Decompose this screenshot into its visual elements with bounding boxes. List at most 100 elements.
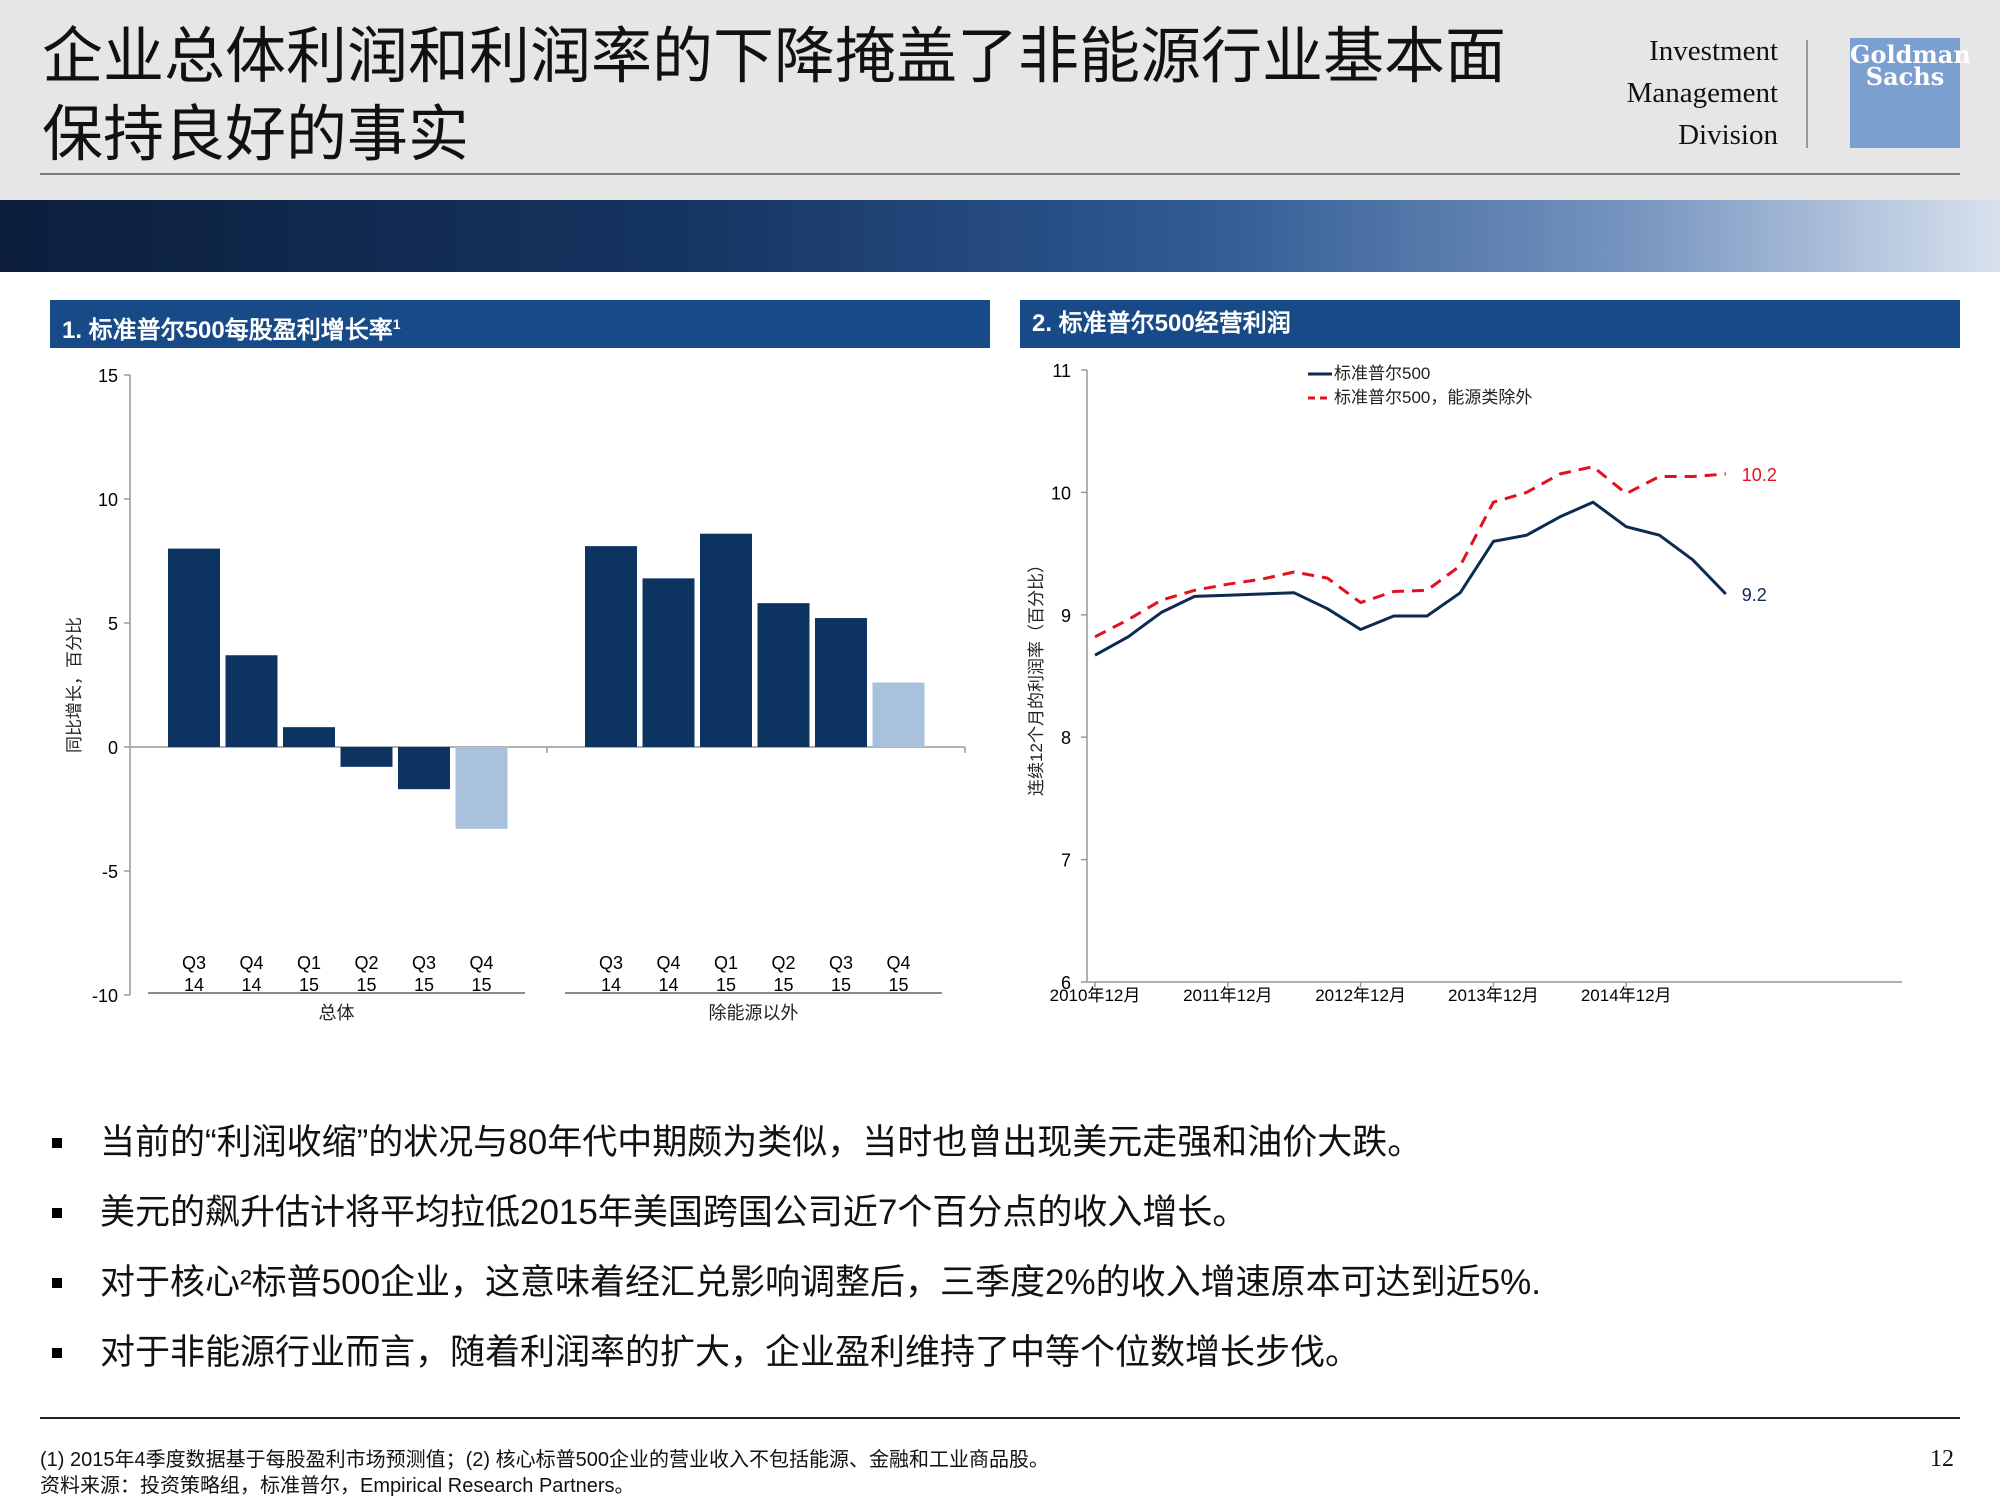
x-tick-label: Q3 <box>829 953 853 973</box>
bar <box>815 618 867 747</box>
x-tick-label: Q3 <box>412 953 436 973</box>
y-tick-label: 5 <box>108 614 118 634</box>
right-panel-title-text: 2. 标准普尔500经营利润 <box>1032 310 1291 337</box>
page-number: 12 <box>1930 1446 1954 1472</box>
header-rule <box>40 173 1960 175</box>
gradient-band <box>0 200 2000 272</box>
bullet-marker <box>52 1278 62 1288</box>
goldman-sachs-logo: Goldman Sachs <box>1850 38 1971 148</box>
y-axis-title: 连续12个月的利润率（百分比） <box>1027 556 1046 796</box>
x-tick-label: 15 <box>831 975 851 995</box>
bullet-item: 当前的“利润收缩”的状况与80年代中期颇为类似，当时也曾出现美元走强和油价大跌。 <box>50 1108 1950 1178</box>
x-tick-label: 14 <box>184 975 204 995</box>
bullet-marker <box>52 1138 62 1148</box>
bullet-item: 对于非能源行业而言，随着利润率的扩大，企业盈利维持了中等个位数增长步伐。 <box>50 1318 1950 1388</box>
y-tick-label: 11 <box>1052 361 1071 381</box>
x-tick-label: 15 <box>414 975 434 995</box>
bar <box>283 727 335 747</box>
x-tick-label: 15 <box>356 975 376 995</box>
division-line-2: Management <box>1626 77 1778 109</box>
bullet-item: 美元的飙升估计将平均拉低2015年美国跨国公司近7个百分点的收入增长。 <box>50 1178 1950 1248</box>
x-tick-label: 2011年12月 <box>1183 986 1272 1005</box>
footnote: (1) 2015年4季度数据基于每股盈利市场预测值；(2) 核心标普500企业的… <box>40 1449 1049 1471</box>
end-value-label: 10.2 <box>1742 465 1777 485</box>
x-tick-label: 2013年12月 <box>1448 986 1539 1005</box>
eps-growth-bar-chart: 151050-5-10同比增长，百分比Q314Q414Q115Q215Q315Q… <box>65 366 966 1023</box>
x-tick-label: Q4 <box>469 953 493 973</box>
end-value-label: 9.2 <box>1742 585 1767 605</box>
logo-line-2: Sachs <box>1865 62 1945 91</box>
x-tick-label: Q3 <box>599 953 623 973</box>
left-panel-title-text: 1. 标准普尔500每股盈利增长率 <box>62 317 393 344</box>
x-tick-label: Q1 <box>714 953 738 973</box>
bullet-marker <box>52 1208 62 1218</box>
left-panel-title: 1. 标准普尔500每股盈利增长率1 <box>50 300 990 348</box>
bar <box>642 578 695 747</box>
bullet-marker <box>52 1348 62 1358</box>
bar <box>455 747 508 829</box>
y-axis-title: 同比增长，百分比 <box>65 617 84 753</box>
x-tick-label: Q2 <box>354 953 378 973</box>
x-tick-label: Q4 <box>886 953 910 973</box>
footer-rule <box>40 1417 1960 1419</box>
title-line-2: 保持良好的事实 <box>42 99 470 170</box>
x-tick-label: 15 <box>299 975 319 995</box>
bullet-list: 当前的“利润收缩”的状况与80年代中期颇为类似，当时也曾出现美元走强和油价大跌。… <box>50 1108 1950 1388</box>
x-tick-label: 15 <box>888 975 908 995</box>
bar <box>398 747 450 790</box>
header-divider <box>1806 40 1808 148</box>
division-line-3: Division <box>1678 119 1778 151</box>
x-tick-label: Q2 <box>771 953 795 973</box>
division-line-1: Investment <box>1649 35 1778 67</box>
x-tick-label: 14 <box>241 975 261 995</box>
y-tick-label: 6 <box>1061 973 1071 993</box>
bar <box>585 546 637 747</box>
y-tick-label: 10 <box>1051 483 1071 503</box>
logo-line-1: Goldman <box>1850 40 1971 69</box>
x-tick-label: 15 <box>471 975 491 995</box>
page-title: 企业总体利润和利润率的下降掩盖了非能源行业基本面 保持良好的事实 <box>42 18 1602 174</box>
bullet-text: 当前的“利润收缩”的状况与80年代中期颇为类似，当时也曾出现美元走强和油价大跌。 <box>100 1123 1423 1162</box>
x-tick-label: 15 <box>773 975 793 995</box>
bullet-text: 美元的飙升估计将平均拉低2015年美国跨国公司近7个百分点的收入增长。 <box>100 1193 1248 1232</box>
division-name: Investment Management Division <box>1540 30 1778 156</box>
x-tick-label: 14 <box>601 975 621 995</box>
legend-label: 标准普尔500 <box>1334 364 1430 383</box>
x-tick-label: 2012年12月 <box>1315 986 1406 1005</box>
source-note: 资料来源：投资策略组，标准普尔，Empirical Research Partn… <box>40 1475 635 1497</box>
x-tick-label: Q4 <box>656 953 680 973</box>
y-tick-label: -5 <box>102 862 118 882</box>
bar <box>225 655 278 747</box>
bullet-text: 对于非能源行业而言，随着利润率的扩大，企业盈利维持了中等个位数增长步伐。 <box>100 1333 1361 1372</box>
y-tick-label: 7 <box>1061 851 1071 871</box>
x-tick-label: 2010年12月 <box>1050 986 1141 1005</box>
left-panel-title-sup: 1 <box>392 316 401 332</box>
x-tick-label: 2014年12月 <box>1581 986 1672 1005</box>
group-label: 除能源以外 <box>709 1003 799 1023</box>
y-tick-label: 10 <box>98 490 118 510</box>
y-tick-label: -10 <box>92 986 118 1006</box>
y-tick-label: 15 <box>98 366 118 386</box>
y-tick-label: 0 <box>108 738 118 758</box>
bar <box>757 603 810 747</box>
x-tick-label: 14 <box>658 975 678 995</box>
x-tick-label: Q3 <box>182 953 206 973</box>
y-tick-label: 8 <box>1061 728 1071 748</box>
x-tick-label: Q4 <box>239 953 263 973</box>
y-tick-label: 9 <box>1061 606 1071 626</box>
legend-label: 标准普尔500，能源类除外 <box>1334 388 1532 407</box>
series-line <box>1094 465 1726 639</box>
x-tick-label: 15 <box>716 975 736 995</box>
x-tick-label: Q1 <box>297 953 321 973</box>
bar <box>700 533 752 747</box>
bullet-item: 对于核心²标普500企业，这意味着经汇兑影响调整后，三季度2%的收入增速原本可达… <box>50 1248 1950 1318</box>
bar <box>872 682 925 747</box>
right-panel-title: 2. 标准普尔500经营利润 <box>1020 300 1960 348</box>
series-line <box>1094 500 1727 657</box>
bar <box>340 747 393 767</box>
slide-header: 企业总体利润和利润率的下降掩盖了非能源行业基本面 保持良好的事实 Investm… <box>0 0 2000 200</box>
bar <box>168 548 220 747</box>
group-label: 总体 <box>319 1003 355 1023</box>
bullet-text: 对于核心²标普500企业，这意味着经汇兑影响调整后，三季度2%的收入增速原本可达… <box>100 1263 1541 1302</box>
